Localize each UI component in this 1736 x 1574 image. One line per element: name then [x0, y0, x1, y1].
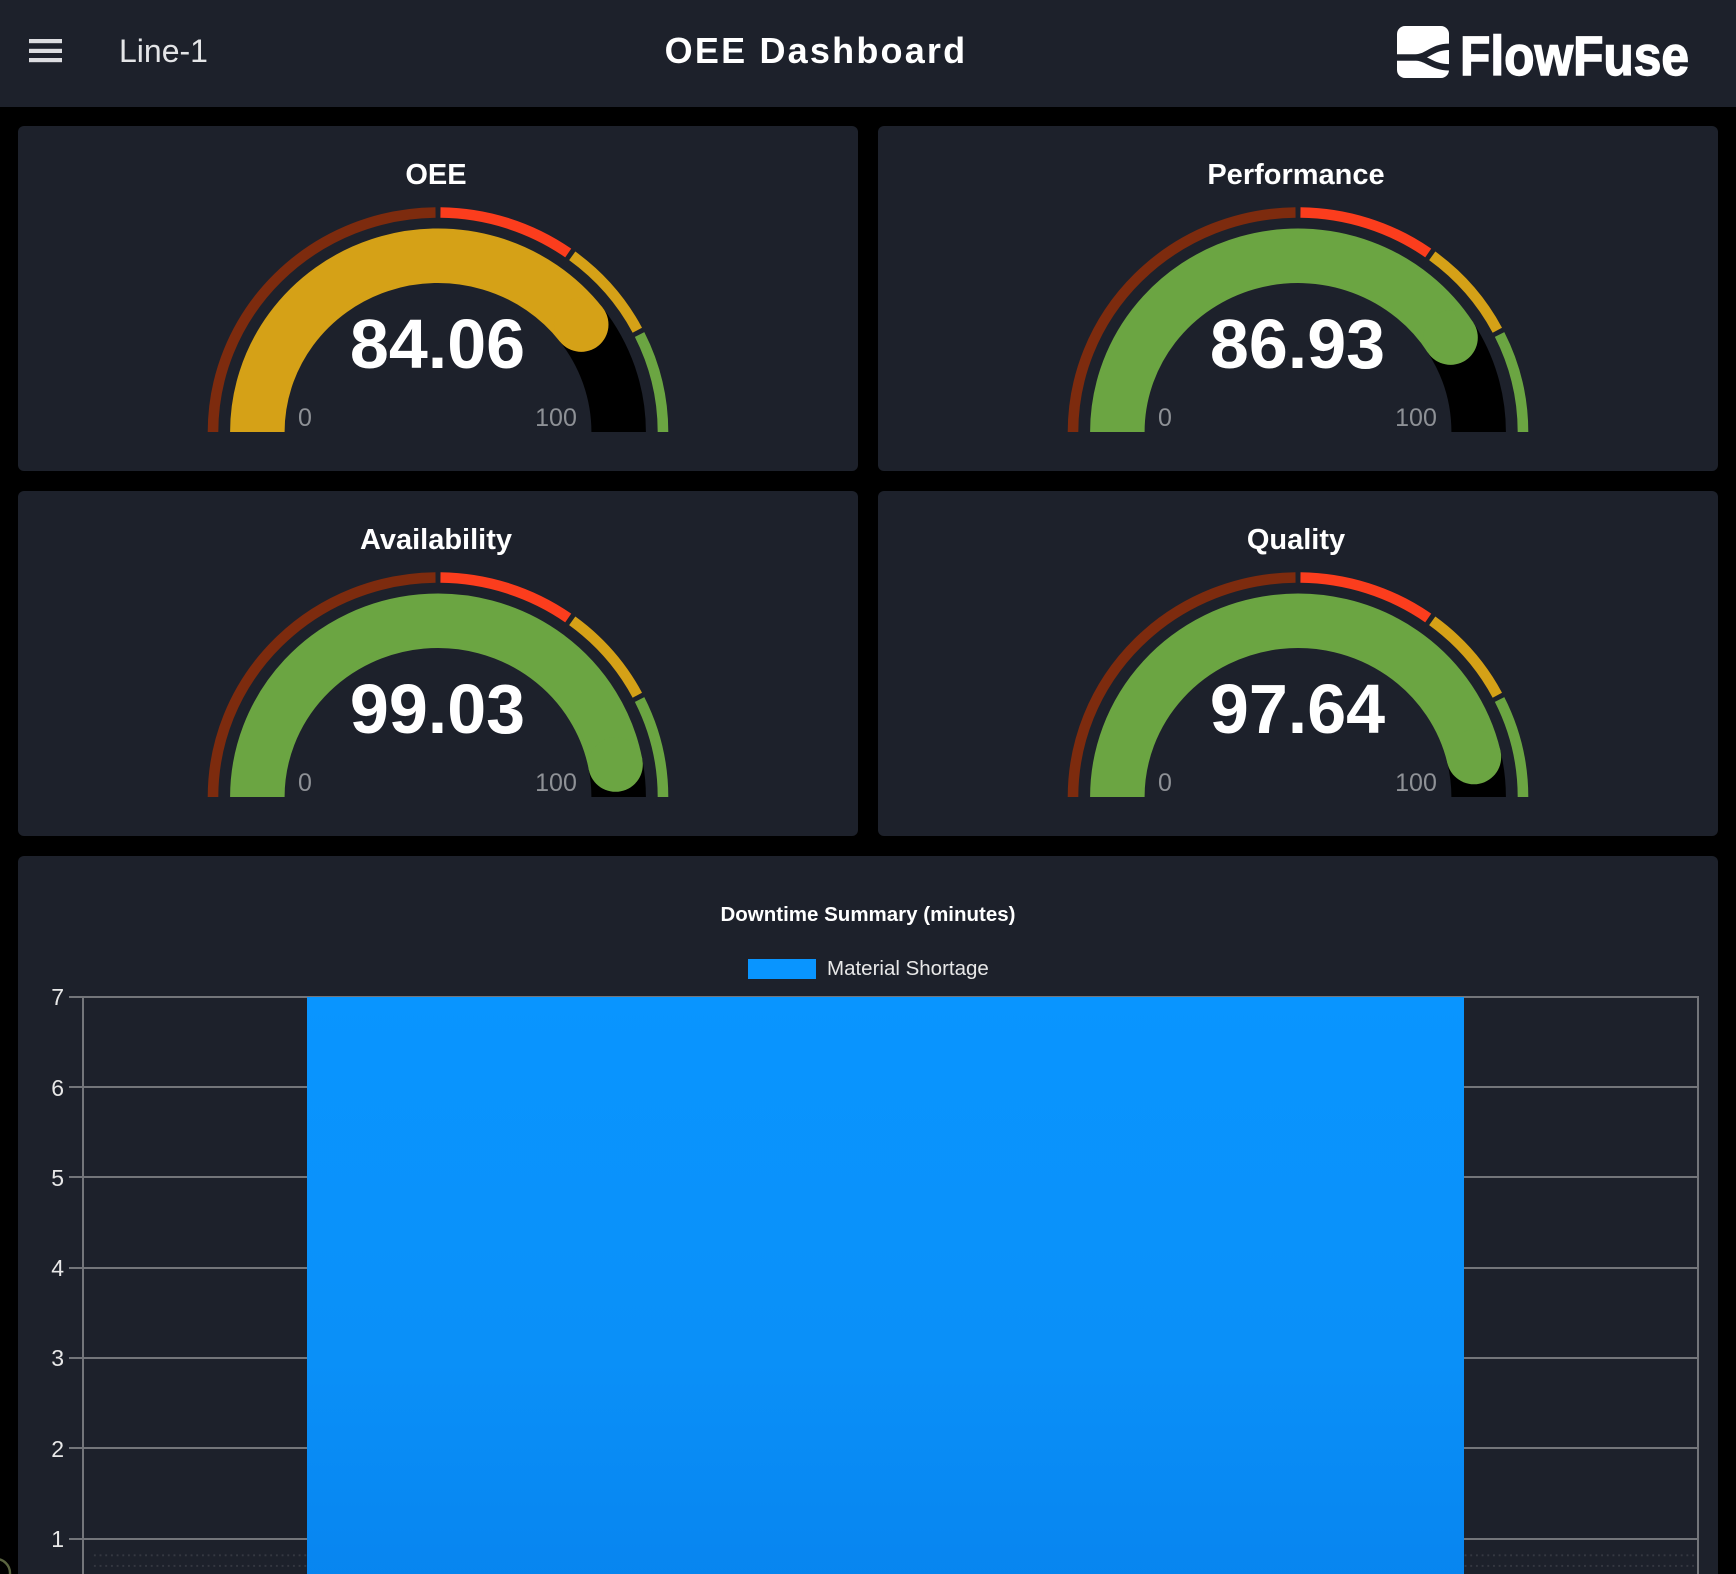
svg-text:100: 100	[535, 769, 577, 797]
svg-text:100: 100	[1395, 769, 1437, 797]
svg-text:Quality: Quality	[1247, 524, 1345, 556]
svg-text:Availability: Availability	[360, 524, 512, 556]
svg-text:0: 0	[298, 769, 312, 797]
svg-text:97.64: 97.64	[1210, 670, 1385, 748]
svg-text:FlowFuse: FlowFuse	[1460, 24, 1689, 87]
svg-text:Performance: Performance	[1207, 159, 1384, 191]
svg-text:99.03: 99.03	[350, 670, 525, 748]
svg-text:86.93: 86.93	[1210, 305, 1385, 383]
svg-text:0: 0	[1158, 404, 1172, 432]
svg-text:100: 100	[1395, 404, 1437, 432]
svg-text:100: 100	[535, 404, 577, 432]
svg-text:0: 0	[1158, 769, 1172, 797]
svg-text:0: 0	[298, 404, 312, 432]
svg-text:OEE: OEE	[405, 159, 466, 191]
svg-text:84.06: 84.06	[350, 305, 525, 383]
